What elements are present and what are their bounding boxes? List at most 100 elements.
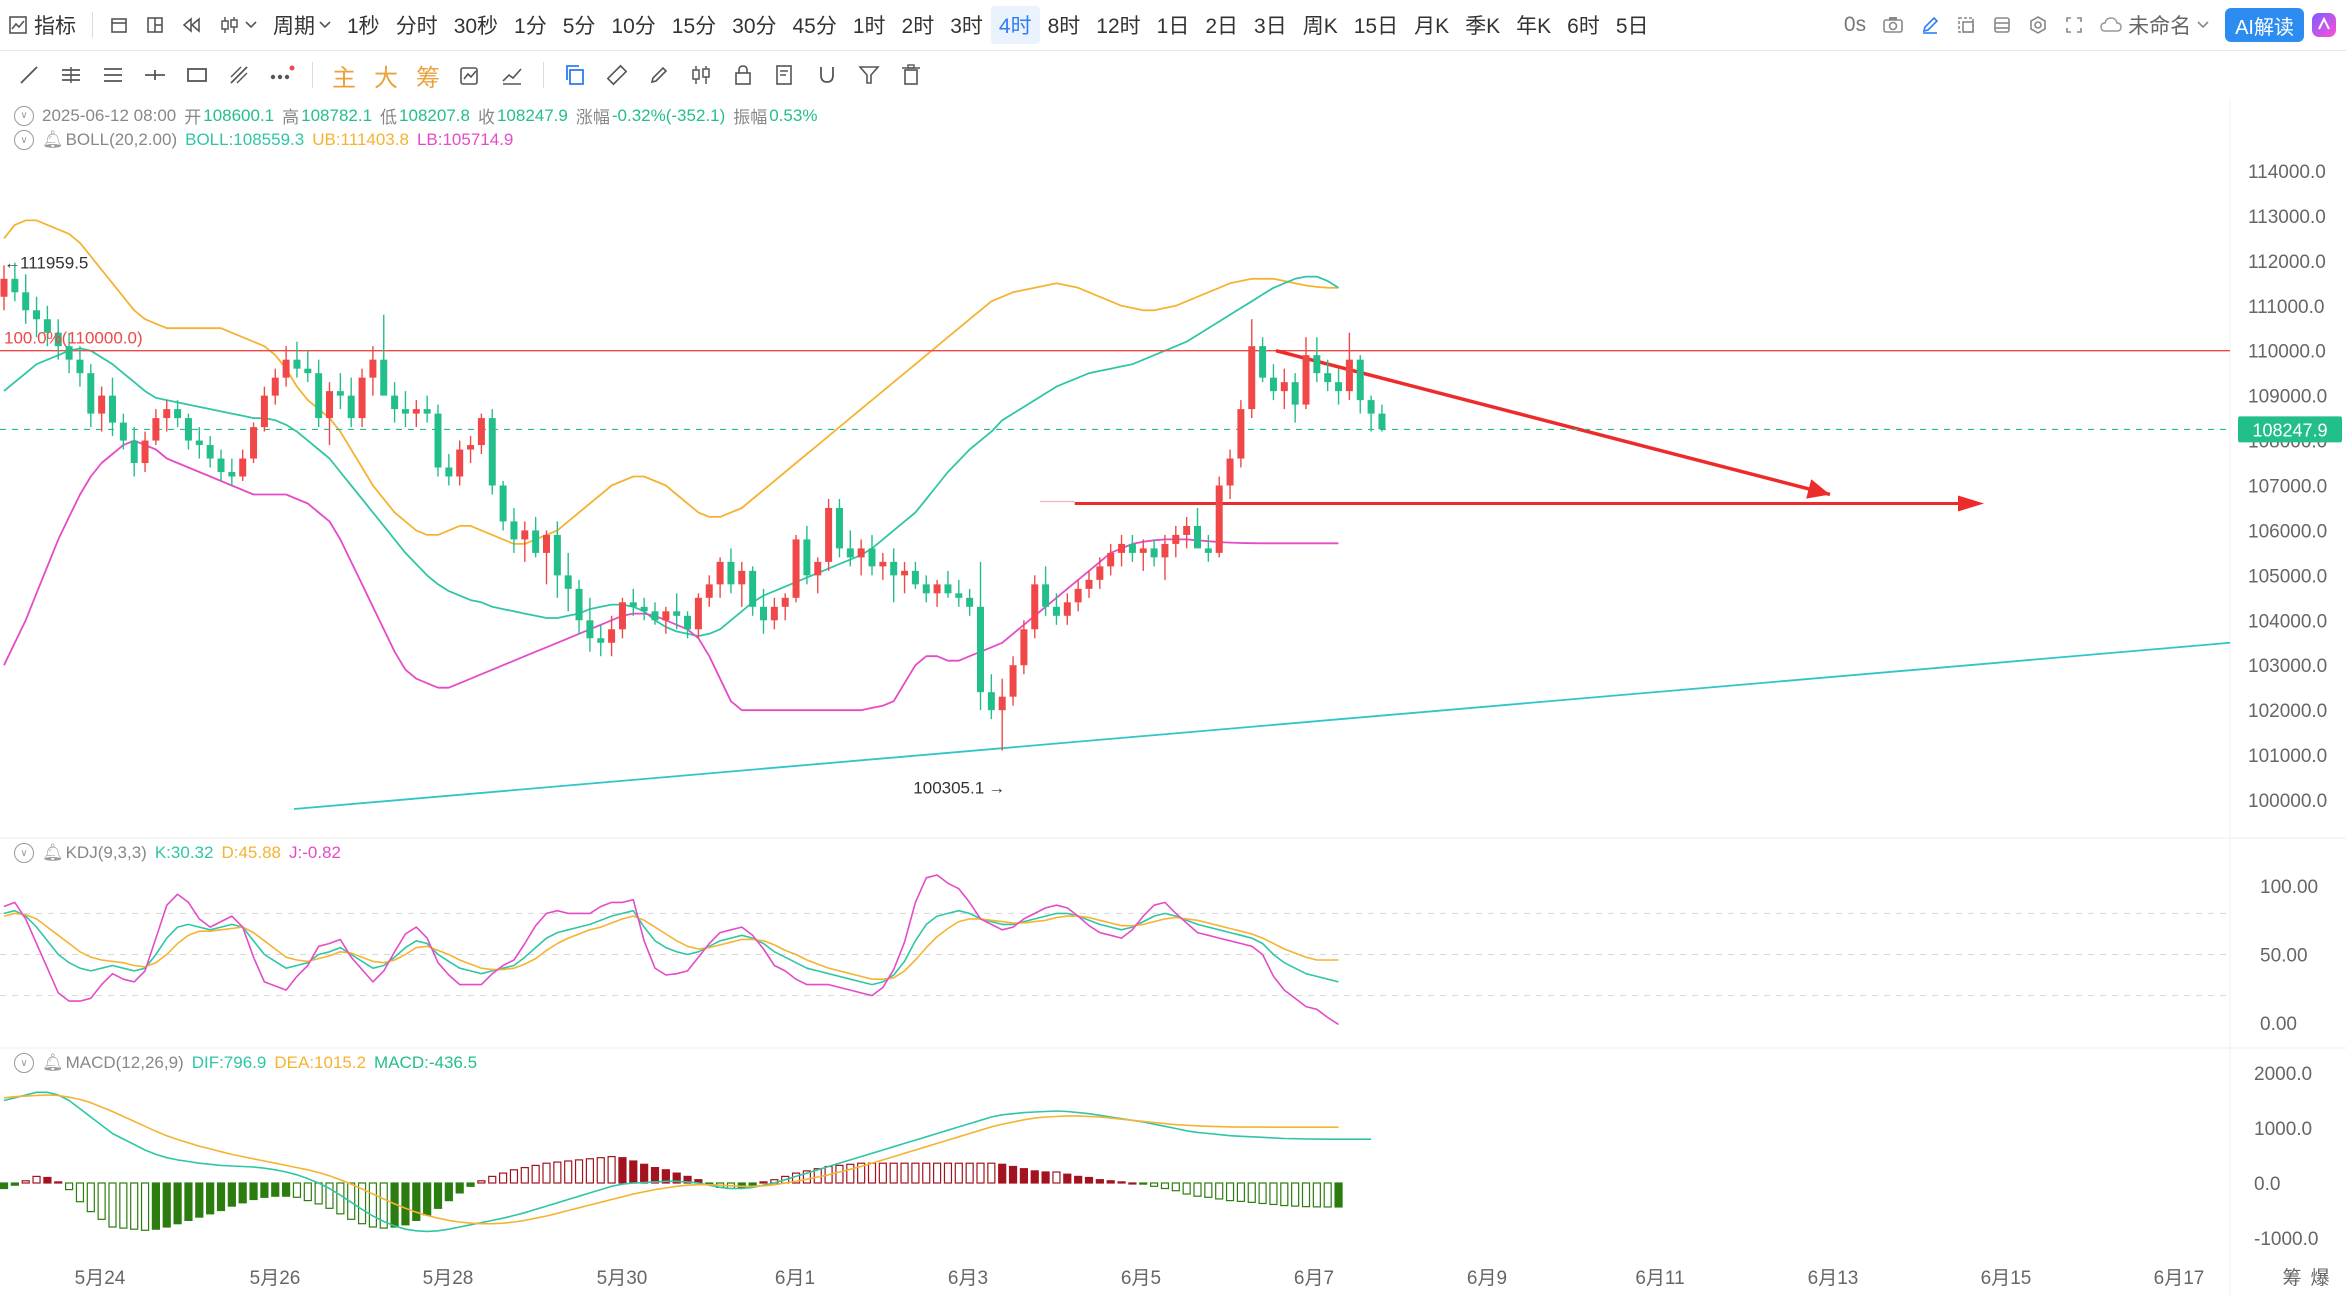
macd-histogram-bar bbox=[987, 1162, 996, 1184]
macd-histogram-bar bbox=[21, 1180, 30, 1184]
interval-tab[interactable]: 2时 bbox=[901, 15, 935, 38]
interval-tab[interactable]: 8时 bbox=[1047, 15, 1081, 38]
interval-tab[interactable]: 30秒 bbox=[453, 15, 499, 38]
interval-tab[interactable]: 年K bbox=[1516, 15, 1552, 38]
interval-tab[interactable]: 分时 bbox=[395, 15, 438, 38]
fib-tool[interactable] bbox=[92, 55, 134, 95]
screenshot-button[interactable] bbox=[1874, 6, 1912, 44]
candle-body bbox=[141, 440, 149, 464]
ruler-tool[interactable] bbox=[596, 55, 638, 95]
brush-tool[interactable] bbox=[638, 55, 680, 95]
interval-tab[interactable]: 2日 bbox=[1205, 15, 1239, 38]
indicator-label: 指标 bbox=[34, 15, 76, 38]
candle-body bbox=[944, 584, 952, 594]
macd-histogram-bar bbox=[1160, 1182, 1170, 1190]
big-order-button[interactable]: 大 bbox=[365, 55, 407, 95]
candle-body bbox=[33, 310, 41, 320]
interval-tab[interactable]: 周K bbox=[1302, 15, 1338, 38]
candle-body bbox=[835, 507, 843, 549]
replay-button[interactable] bbox=[173, 6, 211, 44]
high-label: 高 bbox=[282, 108, 300, 127]
bell-icon[interactable]: 🔔︎ bbox=[42, 1053, 64, 1072]
macd-name[interactable]: MACD(12,26,9) bbox=[65, 1053, 184, 1072]
data-window-button[interactable] bbox=[1984, 6, 2020, 44]
interval-tab[interactable]: 4时 bbox=[990, 6, 1040, 44]
more-tools-button[interactable] bbox=[260, 55, 302, 95]
expand-button[interactable] bbox=[1948, 6, 1984, 44]
main-force-button[interactable]: 主 bbox=[323, 55, 365, 95]
macd-histogram-bar bbox=[97, 1182, 106, 1220]
indicator-button[interactable]: 指标 bbox=[0, 6, 84, 44]
measure-button[interactable] bbox=[491, 55, 533, 95]
candle-body bbox=[119, 422, 127, 441]
low-label: 低 bbox=[380, 108, 398, 127]
collapse-icon[interactable]: ∨ bbox=[14, 843, 34, 863]
interval-tab[interactable]: 月K bbox=[1414, 15, 1450, 38]
interval-tab[interactable]: 45分 bbox=[792, 15, 837, 38]
draw-toggle-button[interactable] bbox=[1912, 6, 1948, 44]
calendar-button[interactable] bbox=[101, 6, 137, 44]
horizontal-line-tool[interactable] bbox=[134, 55, 176, 95]
trend-line-tool[interactable] bbox=[8, 55, 50, 95]
macd-histogram-bar bbox=[1074, 1175, 1083, 1184]
boll-lower-line bbox=[3, 439, 1339, 712]
interval-tab[interactable]: 12时 bbox=[1096, 15, 1141, 38]
interval-tab[interactable]: 1分 bbox=[514, 15, 547, 38]
macd-histogram-bar bbox=[238, 1182, 247, 1204]
horizontal-line-icon bbox=[143, 63, 167, 87]
interval-tab[interactable]: 30分 bbox=[732, 15, 777, 38]
price-tick-label: 103000.0 bbox=[2248, 656, 2327, 677]
bell-icon[interactable]: 🔔︎ bbox=[42, 843, 64, 862]
candle-body bbox=[347, 395, 355, 419]
magnet-tool[interactable] bbox=[806, 55, 848, 95]
auto-pattern-button[interactable] bbox=[449, 55, 491, 95]
macd-dea-line bbox=[3, 1094, 1339, 1225]
interval-tab[interactable]: 5日 bbox=[1615, 15, 1649, 38]
kdj-name[interactable]: KDJ(9,3,3) bbox=[65, 843, 147, 862]
chart-type-dropdown[interactable] bbox=[211, 6, 265, 44]
boll-name[interactable]: BOLL(20,2.00) bbox=[65, 130, 178, 149]
copy-tool[interactable] bbox=[554, 55, 596, 95]
fullscreen-button[interactable] bbox=[2056, 6, 2092, 44]
interval-tab[interactable]: 5分 bbox=[562, 15, 596, 38]
interval-tab[interactable]: 15日 bbox=[1353, 15, 1399, 38]
interval-tab[interactable]: 3时 bbox=[950, 15, 983, 38]
candle-body bbox=[380, 359, 388, 396]
macd-histogram-bar bbox=[379, 1182, 388, 1229]
collapse-icon[interactable]: ∨ bbox=[14, 105, 34, 126]
interval-tab[interactable]: 1时 bbox=[852, 15, 886, 38]
interval-tab[interactable]: 1秒 bbox=[347, 15, 380, 38]
settings-button[interactable] bbox=[2020, 6, 2056, 44]
drawings[interactable] bbox=[0, 348, 2231, 810]
interval-tab[interactable]: 10分 bbox=[611, 15, 656, 38]
collapse-icon[interactable]: ∨ bbox=[14, 1053, 34, 1073]
chip-button[interactable]: 筹 bbox=[407, 55, 449, 95]
collapse-icon[interactable]: ∨ bbox=[14, 130, 34, 150]
candle-body bbox=[1150, 548, 1158, 558]
parallel-channel-tool[interactable] bbox=[50, 55, 92, 95]
delete-tool[interactable] bbox=[890, 55, 932, 95]
ai-logo[interactable] bbox=[2310, 6, 2346, 44]
side-label: 筹 bbox=[2282, 1267, 2301, 1289]
layout-name-dropdown[interactable]: 未命名 bbox=[2092, 6, 2217, 44]
layout-button[interactable] bbox=[137, 6, 173, 44]
bell-icon[interactable]: 🔔︎ bbox=[42, 130, 64, 149]
price-chart[interactable]: 114000.0 113000.0 112000.0 111000.0 110000.0… bbox=[0, 98, 2346, 1297]
rectangle-tool[interactable] bbox=[176, 55, 218, 95]
interval-tab[interactable]: 6时 bbox=[1567, 15, 1600, 38]
interval-tab[interactable]: 季K bbox=[1465, 15, 1501, 38]
candle-body bbox=[293, 359, 301, 369]
interval-tab[interactable]: 1日 bbox=[1156, 15, 1190, 38]
note-tool[interactable] bbox=[764, 55, 806, 95]
ai-explain-button[interactable]: AI解读 bbox=[2225, 8, 2304, 42]
period-dropdown[interactable]: 周期 bbox=[265, 6, 339, 44]
pattern-tool[interactable] bbox=[218, 55, 260, 95]
lock-tool[interactable] bbox=[722, 55, 764, 95]
interval-tab[interactable]: 3日 bbox=[1254, 15, 1287, 38]
macd-histogram-bar bbox=[282, 1182, 291, 1197]
macd-histogram-bar bbox=[1128, 1182, 1137, 1185]
filter-tool[interactable] bbox=[848, 55, 890, 95]
interval-tab[interactable]: 15分 bbox=[671, 15, 717, 38]
kline-tool[interactable] bbox=[680, 55, 722, 95]
macd-histogram-bar bbox=[661, 1169, 670, 1184]
